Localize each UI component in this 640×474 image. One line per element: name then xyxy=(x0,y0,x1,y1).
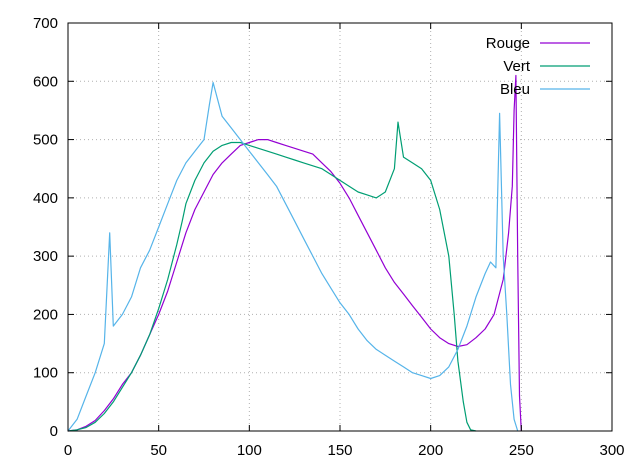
series-line-vert xyxy=(67,121,477,432)
y-tick-label: 300 xyxy=(33,248,58,265)
legend: Rouge Vert Bleu xyxy=(486,35,590,98)
y-tick-label: 100 xyxy=(33,365,58,382)
x-tick-label: 150 xyxy=(327,442,352,459)
axis-ticks xyxy=(67,22,613,432)
y-tick-label: 600 xyxy=(33,73,58,90)
y-tick-label: 500 xyxy=(33,132,58,149)
legend-label-bleu: Bleu xyxy=(500,81,530,98)
y-tick-label: 400 xyxy=(33,190,58,207)
y-tick-label: 200 xyxy=(33,306,58,323)
x-tick-label: 250 xyxy=(509,442,534,459)
x-tick-label: 200 xyxy=(418,442,443,459)
y-tick-label: 0 xyxy=(50,423,58,440)
x-tick-label: 0 xyxy=(64,442,72,459)
x-tick-label: 100 xyxy=(237,442,262,459)
x-tick-label: 300 xyxy=(599,442,624,459)
legend-label-vert: Vert xyxy=(503,58,531,75)
series-line-bleu xyxy=(67,81,519,432)
y-tick-labels: 0 100 200 300 400 500 600 700 xyxy=(33,15,58,440)
y-tick-label: 700 xyxy=(33,15,58,32)
legend-label-rouge: Rouge xyxy=(486,35,530,52)
grid-lines xyxy=(68,23,612,431)
series-line-rouge xyxy=(67,74,522,432)
x-tick-label: 50 xyxy=(150,442,167,459)
x-tick-labels: 0 50 100 150 200 250 300 xyxy=(64,442,625,459)
series-lines xyxy=(67,74,522,432)
